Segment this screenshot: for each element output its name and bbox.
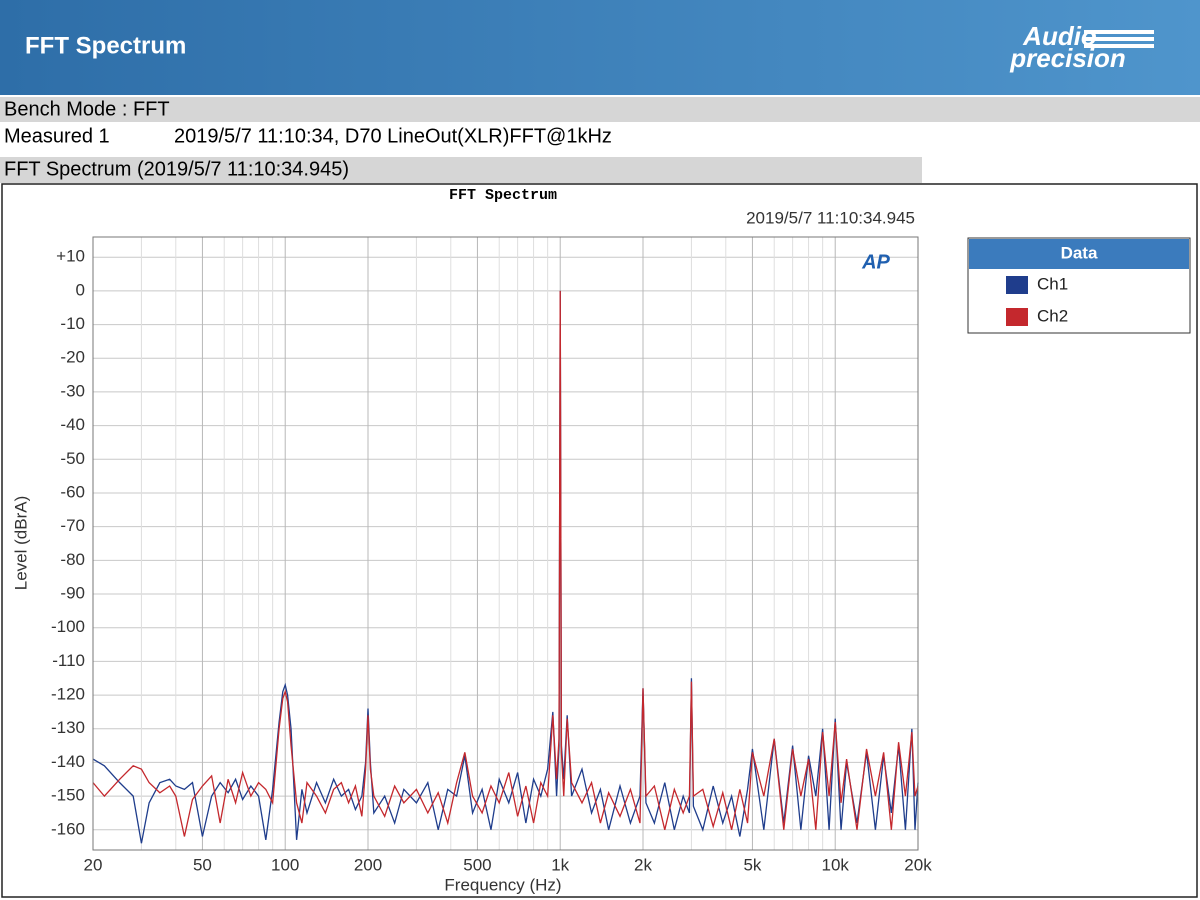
plot-logo: AP [861,251,890,273]
series-line [92,290,919,837]
x-tick-label: 20k [904,855,932,874]
y-tick-label: -20 [60,348,85,367]
measured-label: Measured 1 [4,125,110,147]
x-tick-label: 10k [822,855,850,874]
y-tick-label: -40 [60,415,85,434]
logo-stripe [1084,44,1154,48]
plot-lines [92,290,919,844]
y-axis-label: Level (dBrA) [11,496,30,590]
legend-label: Ch1 [1037,274,1068,293]
header-logo: Audio precision [1009,21,1154,73]
legend-swatch [1006,308,1028,326]
x-tick-label: 50 [193,855,212,874]
plot-border [92,236,919,851]
y-tick-label: -110 [52,651,85,670]
logo-stripe [1084,30,1154,34]
y-tick-label: -60 [60,482,85,501]
x-tick-label: 5k [743,855,761,874]
y-tick-label: -50 [60,449,85,468]
section-title: FFT Spectrum (2019/5/7 11:10:34.945) [4,158,349,180]
x-tick-label: 2k [634,855,652,874]
legend-swatch [1006,276,1028,294]
y-tick-label: -10 [60,314,85,333]
y-tick-label: -160 [51,819,85,838]
y-tick-label: -100 [51,617,85,636]
y-tick-label: -70 [60,516,85,535]
x-tick-label: 200 [354,855,382,874]
header-band [0,0,1200,95]
measured-value: 2019/5/7 11:10:34, D70 LineOut(XLR)FFT@1… [174,125,612,147]
y-tick-label: -90 [60,584,85,603]
y-tick-label: -130 [51,718,85,737]
y-tick-label: -150 [51,786,85,805]
y-tick-label: +10 [56,247,85,266]
grid: +10 0 -10 -20 -30 -40 -50 -60 -70 -80 -90 -100 -110 -… [51,237,932,874]
logo-stripe [1084,37,1154,41]
legend-title: Data [1061,243,1098,262]
chart-subtitle: 2019/5/7 11:10:34.945 [746,208,915,227]
header-title: FFT Spectrum [25,32,186,59]
y-tick-label: -120 [51,685,85,704]
y-tick-label: -30 [60,381,85,400]
y-tick-label: -80 [60,550,85,569]
x-tick-label: 100 [271,855,299,874]
x-tick-label: 1k [551,855,569,874]
legend-label: Ch2 [1037,306,1068,325]
bench-mode: Bench Mode : FFT [4,98,170,120]
x-tick-label: 500 [463,855,491,874]
y-tick-label: -140 [51,752,85,771]
x-tick-label: 20 [84,855,103,874]
info-row [0,97,1200,122]
y-tick-label: 0 [76,280,85,299]
legend-header [969,239,1189,269]
x-axis-label: Frequency (Hz) [444,875,561,894]
section-bar [0,157,922,183]
legend: Data Ch1 Ch2 [967,237,1191,334]
chart-title: FFT Spectrum [449,187,557,204]
